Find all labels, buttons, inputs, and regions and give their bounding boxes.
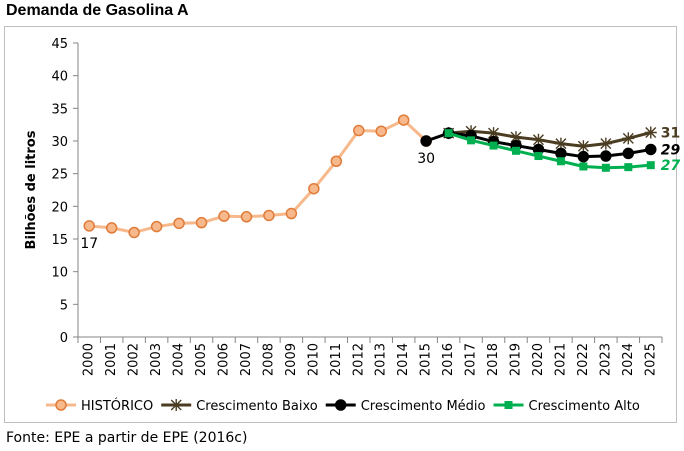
y-tick-label: 20	[51, 200, 68, 215]
legend-label-crescimento-alto: Crescimento Alto	[529, 399, 640, 414]
legend-label-crescimento-medio: Crescimento Médio	[361, 399, 486, 414]
legend-marker-crescimento-medio	[334, 399, 347, 411]
x-tick-label: 2016	[441, 343, 456, 376]
series-line-crescimento-baixo	[448, 129, 652, 148]
y-tick-label: 30	[51, 135, 68, 150]
x-tick-label: 2014	[396, 343, 411, 376]
data-label: 29	[661, 142, 681, 158]
data-point-crescimento-medio	[555, 147, 567, 160]
y-tick-label: 0	[60, 331, 68, 346]
y-tick-label: 35	[51, 102, 68, 117]
data-point-historico	[285, 207, 298, 220]
x-tick-label: 2013	[374, 343, 389, 376]
data-point-historico	[308, 182, 320, 195]
data-point-historico	[150, 220, 163, 233]
series-line-crescimento-alto	[448, 131, 651, 170]
legend-marker-historico	[55, 399, 67, 411]
data-point-historico	[353, 124, 365, 137]
x-tick-label: 2023	[598, 343, 613, 376]
data-point-crescimento-baixo	[554, 137, 567, 150]
x-tick-label: 2017	[464, 343, 479, 376]
data-point-crescimento-baixo	[510, 131, 522, 144]
x-tick-label: 2001	[104, 343, 119, 376]
data-point-crescimento-baixo	[622, 132, 635, 145]
data-point-crescimento-alto	[534, 152, 543, 161]
data-point-crescimento-medio	[645, 143, 657, 156]
data-point-crescimento-alto	[624, 163, 633, 172]
x-tick-label: 2004	[172, 343, 187, 376]
x-tick-label: 2002	[127, 343, 142, 376]
data-point-historico	[173, 217, 185, 230]
data-point-crescimento-medio	[420, 135, 432, 147]
legend-marker-crescimento-alto	[504, 401, 513, 409]
data-point-historico	[240, 211, 253, 223]
y-tick-label: 10	[51, 266, 68, 281]
x-tick-label: 2005	[194, 343, 209, 376]
data-label: 31	[661, 126, 680, 142]
data-label: 17	[80, 236, 98, 252]
x-tick-label: 2018	[486, 343, 501, 376]
data-point-crescimento-baixo	[487, 127, 500, 140]
x-tick-label: 2025	[643, 343, 658, 376]
x-tick-label: 2011	[329, 343, 344, 376]
data-point-crescimento-baixo	[599, 137, 612, 150]
data-point-historico	[105, 222, 118, 234]
data-point-historico	[128, 226, 140, 239]
data-point-historico	[195, 216, 208, 229]
data-label: 30	[417, 151, 435, 167]
data-point-crescimento-alto	[579, 162, 588, 171]
data-point-crescimento-alto	[601, 163, 610, 172]
data-point-crescimento-alto	[489, 141, 498, 150]
data-label: 27	[661, 158, 681, 174]
data-point-historico	[397, 114, 410, 126]
x-tick-label: 2003	[149, 343, 164, 376]
legend-label-historico: HISTÓRICO	[81, 398, 153, 414]
x-tick-label: 2020	[531, 343, 546, 376]
data-point-crescimento-alto	[512, 146, 520, 155]
x-tick-label: 2006	[217, 343, 232, 376]
x-tick-label: 2021	[553, 343, 568, 376]
x-tick-label: 2012	[351, 343, 366, 376]
data-point-historico	[330, 155, 343, 168]
y-axis-title: Bilhões de litros	[24, 130, 39, 249]
x-tick-label: 2019	[509, 343, 524, 376]
y-tick-label: 5	[60, 298, 68, 313]
source-note: Fonte: EPE a partir de EPE (2016c)	[6, 430, 248, 446]
x-tick-label: 2009	[284, 343, 299, 376]
y-tick-label: 45	[51, 37, 68, 52]
data-point-crescimento-medio	[600, 150, 612, 162]
chart-frame	[4, 26, 677, 423]
x-tick-label: 2022	[576, 343, 591, 376]
data-point-crescimento-alto	[556, 157, 565, 166]
data-point-crescimento-alto	[467, 136, 476, 145]
data-point-historico	[218, 210, 230, 222]
data-point-crescimento-baixo	[532, 133, 545, 146]
x-tick-label: 2024	[621, 343, 636, 376]
x-tick-label: 2007	[239, 343, 254, 376]
y-tick-label: 15	[51, 233, 68, 248]
data-point-historico	[263, 209, 275, 222]
y-tick-label: 25	[51, 168, 68, 183]
data-point-historico	[83, 220, 95, 232]
y-tick-label: 40	[51, 70, 68, 85]
data-point-crescimento-medio	[622, 147, 635, 160]
chart-title: Demanda de Gasolina A	[6, 2, 189, 19]
data-point-crescimento-alto	[646, 161, 655, 170]
x-tick-label: 2010	[306, 343, 321, 376]
legend-label-crescimento-baixo: Crescimento Baixo	[196, 399, 318, 414]
x-tick-label: 2015	[419, 343, 434, 376]
x-tick-label: 2000	[82, 343, 97, 376]
x-tick-label: 2008	[261, 343, 276, 376]
legend-marker-crescimento-baixo	[170, 399, 183, 411]
data-point-historico	[375, 125, 387, 137]
data-point-crescimento-baixo	[577, 140, 590, 153]
data-point-crescimento-alto	[444, 129, 453, 138]
data-point-crescimento-medio	[577, 150, 590, 163]
data-point-crescimento-baixo	[644, 126, 657, 139]
series-line-historico	[89, 118, 428, 234]
